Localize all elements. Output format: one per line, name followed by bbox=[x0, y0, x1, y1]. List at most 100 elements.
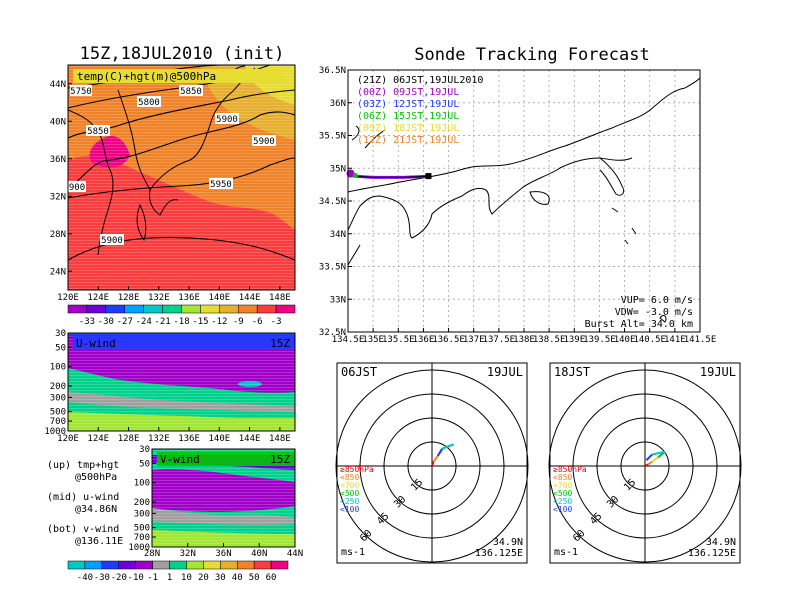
map-y-tick-label: 35N bbox=[330, 164, 346, 174]
legend-line: @136.11E bbox=[75, 536, 123, 547]
landing-marker bbox=[346, 169, 355, 178]
temp-colorbar-swatch bbox=[256, 304, 277, 314]
temp-y-tick-label: 36N bbox=[50, 155, 66, 165]
map-y-tick-label: 33.5N bbox=[319, 263, 346, 273]
wind-segment bbox=[436, 448, 443, 457]
wind-segment bbox=[432, 455, 439, 463]
temp-colorbar-swatch bbox=[238, 304, 258, 314]
hodo-unit: ms-1 bbox=[341, 547, 365, 558]
u-y-tick-label: 700 bbox=[50, 417, 66, 427]
contour-label: 5850 bbox=[180, 87, 202, 97]
map-x-tick-label: 139E bbox=[563, 335, 585, 345]
temp-colorbar-swatch bbox=[162, 304, 182, 314]
hodo-level-label: <250 bbox=[553, 497, 572, 506]
map-x-tick-label: 140E bbox=[614, 335, 636, 345]
temp-colorbar-swatch bbox=[181, 304, 201, 314]
launch-params: VUP= 6.0 m/s VDW= -3.0 m/s Burst Alt= 34… bbox=[585, 295, 693, 330]
hodo-lat: 34.9N bbox=[493, 537, 523, 548]
temp-colorbar-label: -27 bbox=[117, 317, 133, 327]
tracking-coastlines bbox=[348, 77, 700, 323]
track-legend-item: (03Z) 12JST,19JUL bbox=[357, 99, 459, 110]
temp-y-tick-label: 44N bbox=[50, 80, 66, 90]
temp-colorbar-swatch bbox=[86, 304, 107, 314]
wind-colorbar-label: 30 bbox=[215, 573, 226, 583]
hodo-corner-right: 19JUL bbox=[487, 365, 523, 379]
hodo-level-label: <850 bbox=[340, 473, 359, 482]
wind-segment bbox=[651, 450, 666, 456]
map-y-tick-label: 35.5N bbox=[319, 132, 346, 142]
map-x-tick-label: 137.5E bbox=[483, 335, 516, 345]
u-wind-time: 15Z bbox=[270, 337, 290, 350]
temp-y-tick-label: 32N bbox=[50, 192, 66, 202]
wind-segment bbox=[647, 460, 653, 466]
temp-y-tick-label: 24N bbox=[50, 267, 66, 277]
map-x-tick-label: 138.5E bbox=[533, 335, 566, 345]
temp-colorbar-label: -30 bbox=[98, 317, 114, 327]
temp-colorbar-label: -6 bbox=[252, 317, 263, 327]
wind-colorbar-label: 60 bbox=[266, 573, 277, 583]
temp-map-panel: 15Z,18JUL2010 (init) bbox=[50, 44, 296, 327]
map-x-tick-label: 140.5E bbox=[633, 335, 666, 345]
contour-label: 5850 bbox=[87, 127, 109, 137]
temp-map-frame bbox=[67, 64, 296, 291]
u-y-tick-label: 300 bbox=[50, 393, 66, 403]
u-x-tick-label: 128E bbox=[118, 434, 140, 444]
wind-colorbar-swatch bbox=[220, 560, 238, 570]
landing-marker bbox=[353, 172, 359, 178]
map-x-tick-label: 141E bbox=[664, 335, 686, 345]
u-x-tick-label: 124E bbox=[87, 434, 109, 444]
temp-y-tick-label: 28N bbox=[50, 230, 66, 240]
tracking-legend: (21Z) 06JST,19JUL2010(00Z) 09JST,19JUL(0… bbox=[357, 75, 483, 146]
temp-colorbar-label: -24 bbox=[136, 317, 152, 327]
u-x-tick-label: 132E bbox=[148, 434, 170, 444]
track-legend-item: (21Z) 06JST,19JUL2010 bbox=[357, 75, 483, 86]
hodo-lat: 34.9N bbox=[706, 537, 736, 548]
temp-y-tick-label: 40N bbox=[50, 117, 66, 127]
temp-x-tick-label: 132E bbox=[148, 293, 170, 303]
temp-x-tick-label: 120E bbox=[57, 293, 79, 303]
u-y-tick-label: 1000 bbox=[44, 427, 66, 437]
panel-legend-text: (up) tmp+hgt @500hPa (mid) u-wind @34.86… bbox=[47, 460, 123, 547]
temp-colorbar-label: -33 bbox=[79, 317, 95, 327]
temp-colorbar-label: -21 bbox=[154, 317, 170, 327]
wind-colorbar-swatch bbox=[253, 560, 272, 570]
v-x-tick-label: 40N bbox=[251, 549, 267, 559]
map-y-tick-label: 33N bbox=[330, 295, 346, 305]
wind-colorbar-swatch bbox=[118, 560, 136, 570]
hodo-unit: ms-1 bbox=[554, 547, 578, 558]
wind-colorbar-swatch bbox=[84, 560, 103, 570]
contour-label: 5800 bbox=[138, 98, 160, 108]
hodo-level-label: <700 bbox=[553, 481, 572, 490]
temp-x-tick-label: 140E bbox=[208, 293, 230, 303]
hodo-level-label: <850 bbox=[553, 473, 572, 482]
legend-line: (mid) u-wind bbox=[47, 492, 119, 503]
map-x-tick-label: 137E bbox=[463, 335, 485, 345]
temp-colorbar-label: -3 bbox=[271, 317, 282, 327]
hodo-level-label: <100 bbox=[340, 505, 359, 514]
wind-segment bbox=[651, 456, 659, 463]
map-x-tick-label: 138E bbox=[513, 335, 535, 345]
u-wind-label: U-wind bbox=[76, 337, 116, 350]
u-x-tick-label: 120E bbox=[57, 434, 79, 444]
legend-line: @500hPa bbox=[75, 472, 117, 483]
hodo-level-label: <250 bbox=[340, 497, 359, 506]
hodo-corner-right: 19JUL bbox=[700, 365, 736, 379]
wind-colorbar-label: -20 bbox=[111, 573, 127, 583]
u-y-tick-label: 30 bbox=[55, 329, 66, 339]
wind-segment bbox=[431, 461, 435, 467]
wind-colorbar-label: -30 bbox=[94, 573, 110, 583]
track-legend-item: (09Z) 18JST,19JUL bbox=[357, 123, 459, 134]
map-y-tick-label: 36.5N bbox=[319, 66, 346, 76]
temp-map-label: temp(C)+hgt(m)@500hPa bbox=[77, 70, 216, 83]
wind-colorbar-label: 40 bbox=[232, 573, 243, 583]
launch-marker bbox=[425, 173, 432, 180]
hodo-level-label: <500 bbox=[340, 489, 359, 498]
u-y-tick-label: 100 bbox=[50, 363, 66, 373]
map-y-tick-label: 34N bbox=[330, 230, 346, 240]
wind-colorbar-swatch bbox=[236, 560, 255, 570]
hodo-lon: 136.125E bbox=[475, 548, 523, 559]
param-vdw: VDW= -3.0 m/s bbox=[615, 307, 693, 318]
hodo-lon: 136.125E bbox=[688, 548, 736, 559]
